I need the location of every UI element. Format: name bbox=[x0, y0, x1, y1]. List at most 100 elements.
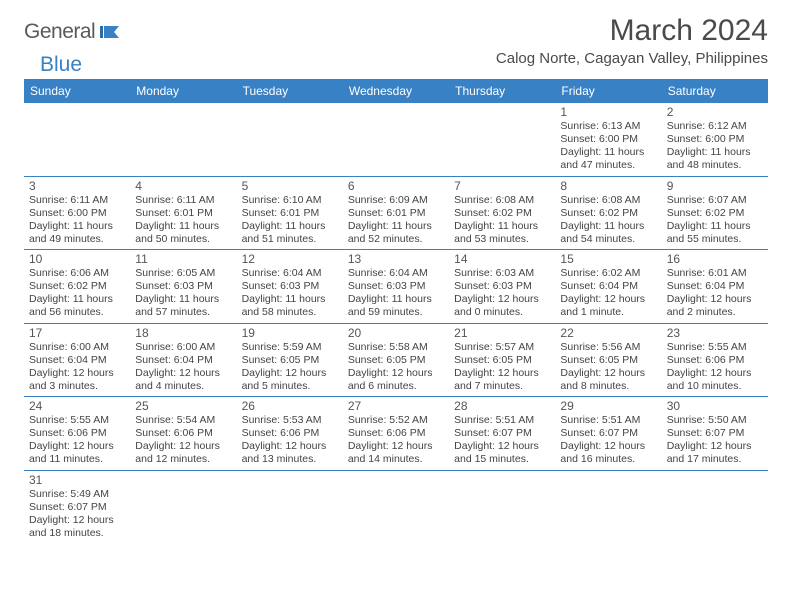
day-day1: Daylight: 12 hours bbox=[242, 440, 338, 453]
day-sunrise: Sunrise: 5:54 AM bbox=[135, 414, 231, 427]
calendar-week: 10Sunrise: 6:06 AMSunset: 6:02 PMDayligh… bbox=[24, 250, 768, 324]
day-number: 3 bbox=[29, 179, 125, 193]
day-number: 11 bbox=[135, 252, 231, 266]
day-number: 29 bbox=[560, 399, 656, 413]
day-sunrise: Sunrise: 6:11 AM bbox=[29, 194, 125, 207]
logo-text-blue: Blue bbox=[40, 53, 784, 77]
weekday-label: Friday bbox=[555, 79, 661, 103]
calendar-day: 25Sunrise: 5:54 AMSunset: 6:06 PMDayligh… bbox=[130, 397, 236, 470]
calendar-day: 26Sunrise: 5:53 AMSunset: 6:06 PMDayligh… bbox=[237, 397, 343, 470]
day-sunrise: Sunrise: 6:02 AM bbox=[560, 267, 656, 280]
day-day2: and 49 minutes. bbox=[29, 233, 125, 246]
calendar-day: 27Sunrise: 5:52 AMSunset: 6:06 PMDayligh… bbox=[343, 397, 449, 470]
day-day1: Daylight: 11 hours bbox=[667, 146, 763, 159]
day-day2: and 15 minutes. bbox=[454, 453, 550, 466]
weekday-label: Monday bbox=[130, 79, 236, 103]
calendar-week: 17Sunrise: 6:00 AMSunset: 6:04 PMDayligh… bbox=[24, 324, 768, 398]
day-number: 22 bbox=[560, 326, 656, 340]
day-sunset: Sunset: 6:01 PM bbox=[348, 207, 444, 220]
calendar-day: 15Sunrise: 6:02 AMSunset: 6:04 PMDayligh… bbox=[555, 250, 661, 323]
day-sunset: Sunset: 6:06 PM bbox=[242, 427, 338, 440]
day-number: 18 bbox=[135, 326, 231, 340]
calendar-day: 23Sunrise: 5:55 AMSunset: 6:06 PMDayligh… bbox=[662, 324, 768, 397]
day-day2: and 7 minutes. bbox=[454, 380, 550, 393]
weekday-label: Saturday bbox=[662, 79, 768, 103]
logo-flag-icon bbox=[99, 24, 121, 40]
calendar-day: 30Sunrise: 5:50 AMSunset: 6:07 PMDayligh… bbox=[662, 397, 768, 470]
day-sunrise: Sunrise: 5:58 AM bbox=[348, 341, 444, 354]
weekday-label: Wednesday bbox=[343, 79, 449, 103]
day-sunrise: Sunrise: 5:52 AM bbox=[348, 414, 444, 427]
day-number: 1 bbox=[560, 105, 656, 119]
calendar-day: 16Sunrise: 6:01 AMSunset: 6:04 PMDayligh… bbox=[662, 250, 768, 323]
calendar-day-empty bbox=[662, 471, 768, 544]
day-sunset: Sunset: 6:02 PM bbox=[454, 207, 550, 220]
day-day1: Daylight: 11 hours bbox=[560, 146, 656, 159]
day-day1: Daylight: 11 hours bbox=[560, 220, 656, 233]
day-day1: Daylight: 12 hours bbox=[454, 367, 550, 380]
day-sunrise: Sunrise: 5:57 AM bbox=[454, 341, 550, 354]
calendar-day: 11Sunrise: 6:05 AMSunset: 6:03 PMDayligh… bbox=[130, 250, 236, 323]
calendar-day: 1Sunrise: 6:13 AMSunset: 6:00 PMDaylight… bbox=[555, 103, 661, 176]
logo: General bbox=[24, 14, 123, 44]
calendar-day: 4Sunrise: 6:11 AMSunset: 6:01 PMDaylight… bbox=[130, 177, 236, 250]
logo-text-general: General bbox=[24, 20, 95, 44]
calendar-week: 24Sunrise: 5:55 AMSunset: 6:06 PMDayligh… bbox=[24, 397, 768, 471]
day-number: 15 bbox=[560, 252, 656, 266]
day-number: 8 bbox=[560, 179, 656, 193]
day-day1: Daylight: 12 hours bbox=[29, 440, 125, 453]
day-day2: and 48 minutes. bbox=[667, 159, 763, 172]
day-day1: Daylight: 11 hours bbox=[135, 293, 231, 306]
day-day2: and 12 minutes. bbox=[135, 453, 231, 466]
day-sunset: Sunset: 6:03 PM bbox=[454, 280, 550, 293]
day-day1: Daylight: 11 hours bbox=[29, 293, 125, 306]
calendar-day: 5Sunrise: 6:10 AMSunset: 6:01 PMDaylight… bbox=[237, 177, 343, 250]
day-sunset: Sunset: 6:05 PM bbox=[348, 354, 444, 367]
weekday-label: Sunday bbox=[24, 79, 130, 103]
day-number: 6 bbox=[348, 179, 444, 193]
calendar-day-empty bbox=[343, 471, 449, 544]
day-day2: and 6 minutes. bbox=[348, 380, 444, 393]
day-number: 12 bbox=[242, 252, 338, 266]
day-number: 31 bbox=[29, 473, 125, 487]
day-number: 14 bbox=[454, 252, 550, 266]
day-day2: and 8 minutes. bbox=[560, 380, 656, 393]
day-day2: and 16 minutes. bbox=[560, 453, 656, 466]
day-sunset: Sunset: 6:01 PM bbox=[242, 207, 338, 220]
day-sunset: Sunset: 6:07 PM bbox=[560, 427, 656, 440]
day-day1: Daylight: 12 hours bbox=[242, 367, 338, 380]
day-number: 28 bbox=[454, 399, 550, 413]
day-number: 10 bbox=[29, 252, 125, 266]
day-number: 30 bbox=[667, 399, 763, 413]
day-number: 9 bbox=[667, 179, 763, 193]
day-day2: and 55 minutes. bbox=[667, 233, 763, 246]
calendar-day: 28Sunrise: 5:51 AMSunset: 6:07 PMDayligh… bbox=[449, 397, 555, 470]
page: General March 2024 Calog Norte, Cagayan … bbox=[0, 0, 792, 553]
day-sunset: Sunset: 6:04 PM bbox=[135, 354, 231, 367]
day-sunrise: Sunrise: 6:00 AM bbox=[135, 341, 231, 354]
calendar-day: 12Sunrise: 6:04 AMSunset: 6:03 PMDayligh… bbox=[237, 250, 343, 323]
calendar-day: 14Sunrise: 6:03 AMSunset: 6:03 PMDayligh… bbox=[449, 250, 555, 323]
day-day1: Daylight: 12 hours bbox=[348, 440, 444, 453]
day-sunset: Sunset: 6:06 PM bbox=[667, 354, 763, 367]
day-day1: Daylight: 12 hours bbox=[667, 367, 763, 380]
calendar-week: 1Sunrise: 6:13 AMSunset: 6:00 PMDaylight… bbox=[24, 103, 768, 177]
day-sunrise: Sunrise: 5:50 AM bbox=[667, 414, 763, 427]
day-day1: Daylight: 11 hours bbox=[348, 220, 444, 233]
calendar-day: 31Sunrise: 5:49 AMSunset: 6:07 PMDayligh… bbox=[24, 471, 130, 544]
calendar-day-empty bbox=[24, 103, 130, 176]
day-day2: and 18 minutes. bbox=[29, 527, 125, 540]
day-sunset: Sunset: 6:02 PM bbox=[667, 207, 763, 220]
day-sunrise: Sunrise: 6:13 AM bbox=[560, 120, 656, 133]
calendar: SundayMondayTuesdayWednesdayThursdayFrid… bbox=[24, 79, 768, 543]
weekday-label: Tuesday bbox=[237, 79, 343, 103]
day-day1: Daylight: 11 hours bbox=[135, 220, 231, 233]
day-day1: Daylight: 11 hours bbox=[454, 220, 550, 233]
calendar-day-empty bbox=[343, 103, 449, 176]
day-day2: and 1 minute. bbox=[560, 306, 656, 319]
day-day1: Daylight: 12 hours bbox=[667, 293, 763, 306]
day-sunset: Sunset: 6:07 PM bbox=[667, 427, 763, 440]
day-sunset: Sunset: 6:06 PM bbox=[29, 427, 125, 440]
day-day2: and 3 minutes. bbox=[29, 380, 125, 393]
calendar-day: 8Sunrise: 6:08 AMSunset: 6:02 PMDaylight… bbox=[555, 177, 661, 250]
